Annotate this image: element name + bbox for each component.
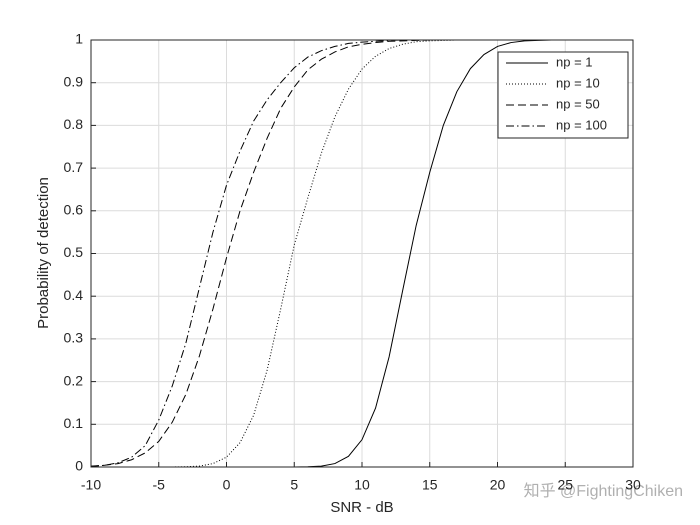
legend-label: np = 10 (556, 75, 600, 90)
legend-label: np = 100 (556, 117, 607, 132)
y-tick-label: 0 (75, 458, 83, 474)
x-tick-label: -10 (81, 477, 101, 493)
y-tick-label: 0.3 (64, 330, 84, 346)
y-tick-label: 0.6 (64, 202, 84, 218)
x-tick-label: 25 (557, 477, 573, 493)
x-tick-label: 30 (625, 477, 641, 493)
y-tick-label: 0.9 (64, 73, 84, 89)
x-tick-label: 20 (490, 477, 506, 493)
x-axis-label: SNR - dB (330, 499, 393, 516)
watermark: 知乎 @FightingChiken (524, 482, 683, 500)
x-tick-label: 0 (223, 477, 231, 493)
y-tick-label: 0.7 (64, 159, 84, 175)
y-tick-label: 0.5 (64, 244, 84, 260)
legend-label: np = 1 (556, 54, 593, 69)
legend-label: np = 50 (556, 96, 600, 111)
y-tick-label: 0.2 (64, 372, 84, 388)
y-tick-label: 0.1 (64, 415, 84, 431)
x-tick-label: 5 (290, 477, 298, 493)
y-tick-label: 0.4 (64, 287, 84, 303)
x-tick-label: -5 (153, 477, 166, 493)
y-axis-label: Probability of detection (35, 177, 52, 329)
y-tick-label: 1 (75, 31, 83, 47)
legend-box (497, 51, 629, 139)
y-tick-label: 0.8 (64, 116, 84, 132)
legend: np = 1 np = 10 np = 50 np = 100 (497, 51, 629, 139)
x-tick-label: 15 (422, 477, 438, 493)
x-tick-label: 10 (354, 477, 370, 493)
